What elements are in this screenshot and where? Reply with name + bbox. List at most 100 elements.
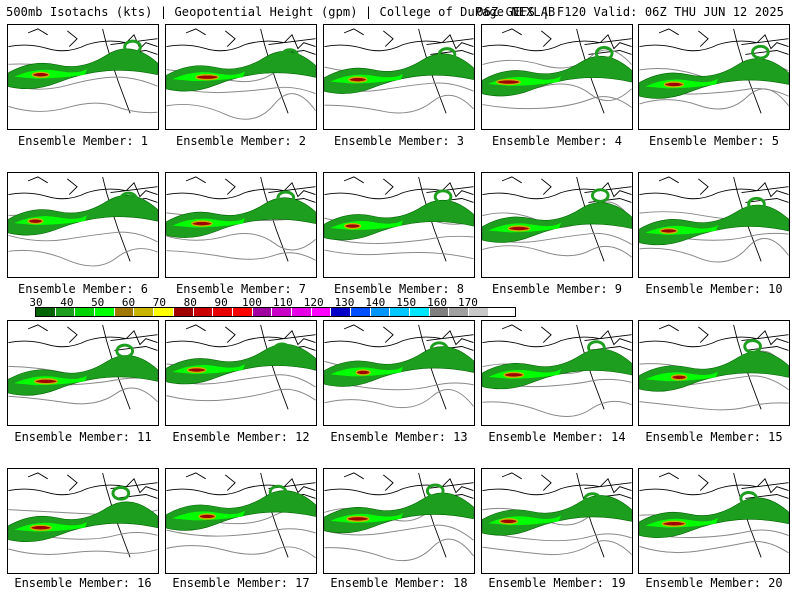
height-contour	[166, 545, 316, 559]
ensemble-panel-2	[165, 24, 317, 130]
map-plot	[482, 176, 632, 262]
isotach-ring	[587, 340, 606, 355]
isotach-ring	[115, 343, 135, 359]
isotach-ring	[123, 39, 142, 55]
coastline	[8, 176, 158, 262]
isotach-band	[482, 348, 632, 390]
ensemble-panel-18	[323, 468, 475, 574]
isotach-band	[324, 492, 474, 534]
ensemble-member-label: Ensemble Member: 3	[333, 134, 465, 148]
ensemble-member-label: Ensemble Member: 11	[14, 430, 152, 444]
jet-core	[31, 71, 50, 78]
colorbar-segment	[370, 308, 391, 316]
map-plot	[639, 324, 789, 411]
jet-core	[496, 78, 521, 86]
colorbar-left-arrow	[10, 308, 36, 316]
coastline	[166, 176, 316, 262]
chart-header: 500mb Isotachs (kts) | Geopotential Heig…	[0, 0, 800, 22]
ensemble-panel-1	[7, 24, 159, 130]
colorbar-tick-label: 70	[152, 296, 167, 309]
isotach-ring	[739, 491, 759, 506]
map-plot	[482, 324, 632, 417]
map-plot	[8, 28, 158, 114]
height-contour	[166, 84, 316, 95]
colorbar-segment	[449, 308, 470, 316]
colorbar-segment	[95, 308, 115, 316]
ensemble-member-label: Ensemble Member: 9	[491, 282, 623, 296]
ensemble-panel-19	[481, 468, 633, 574]
isotach-ring	[433, 189, 453, 205]
ensemble-member-label: Ensemble Member: 5	[648, 134, 780, 148]
isotach-ring	[111, 485, 131, 501]
jet-core	[191, 220, 213, 227]
height-contour	[324, 524, 474, 541]
colorbar-right-arrow	[488, 308, 515, 316]
colorbar-segment	[252, 308, 273, 316]
colorbar-scale	[35, 307, 516, 317]
height-contour	[482, 530, 632, 542]
ensemble-member-label: Ensemble Member: 12	[172, 430, 310, 444]
colorbar-segment	[36, 308, 56, 316]
header-title: 500mb Isotachs (kts) | Geopotential Heig…	[6, 5, 556, 19]
map-plot	[639, 176, 789, 263]
height-contour	[324, 235, 474, 245]
colorbar-tick-label: 100	[242, 296, 262, 309]
colorbar-tick-label: 170	[457, 296, 478, 309]
jet-core	[663, 81, 685, 88]
isotach-band	[639, 204, 789, 246]
isotach-band	[8, 355, 158, 396]
colorbar-tick-label: 150	[396, 296, 417, 309]
ensemble-member-label: Ensemble Member: 15	[645, 430, 783, 444]
jet-core	[198, 513, 217, 520]
colorbar-tick-label: 50	[91, 296, 105, 309]
jet-core	[348, 76, 368, 83]
isotach-band	[482, 495, 632, 536]
height-contour	[8, 548, 158, 555]
map-plot	[8, 176, 158, 267]
colorbar-segment	[154, 308, 174, 316]
isotach-band	[166, 197, 316, 238]
ensemble-member-label: Ensemble Member: 1	[17, 134, 149, 148]
header-run-info: 06Z GEFS | F120 Valid: 06Z THU JUN 12 20…	[476, 5, 784, 19]
jet-core	[661, 520, 687, 527]
colorbar-segment	[311, 308, 332, 316]
isotach-ring	[276, 190, 296, 206]
colorbar-segment	[351, 308, 371, 316]
height-contour	[166, 250, 316, 261]
map-plot	[166, 472, 316, 559]
isotach-ring	[751, 44, 770, 60]
coastline	[324, 324, 474, 410]
isotach-ring	[119, 191, 138, 207]
jet-core	[670, 374, 688, 381]
colorbar-segment	[55, 308, 76, 316]
height-contour	[639, 401, 789, 411]
ensemble-panel-14	[481, 320, 633, 426]
ensemble-member-label: Ensemble Member: 19	[488, 576, 626, 590]
height-contour	[639, 88, 789, 110]
colorbar-tick-label: 30	[29, 296, 43, 309]
colorbar-tick-label: 40	[60, 296, 74, 309]
colorbar-segment	[410, 308, 430, 316]
isotach-ring	[272, 342, 292, 358]
map-plot	[482, 28, 632, 114]
map-plot	[639, 472, 789, 558]
isotach-ring	[437, 47, 457, 62]
colorbar-tick-label: 80	[183, 296, 197, 309]
colorbar-tick-label: 140	[365, 296, 386, 309]
ensemble-panel-10	[638, 172, 790, 278]
jet-core	[659, 227, 678, 235]
isotach-band	[8, 48, 158, 90]
coastline	[324, 472, 474, 558]
colorbar-segment	[193, 308, 214, 316]
colorbar-tick-label: 130	[334, 296, 355, 309]
height-contour	[482, 232, 632, 245]
height-contour	[8, 248, 158, 267]
map-plot	[324, 472, 474, 562]
jet-core	[503, 371, 525, 379]
ensemble-panel-16	[7, 468, 159, 574]
ensemble-panel-3	[323, 24, 475, 130]
colorbar-segment	[213, 308, 233, 316]
ensemble-panel-13	[323, 320, 475, 426]
isotach-colorbar: 30 40 50 60 70 80 90 100 110 120 130 140 150 160 170	[0, 296, 800, 320]
map-plot	[166, 28, 316, 120]
